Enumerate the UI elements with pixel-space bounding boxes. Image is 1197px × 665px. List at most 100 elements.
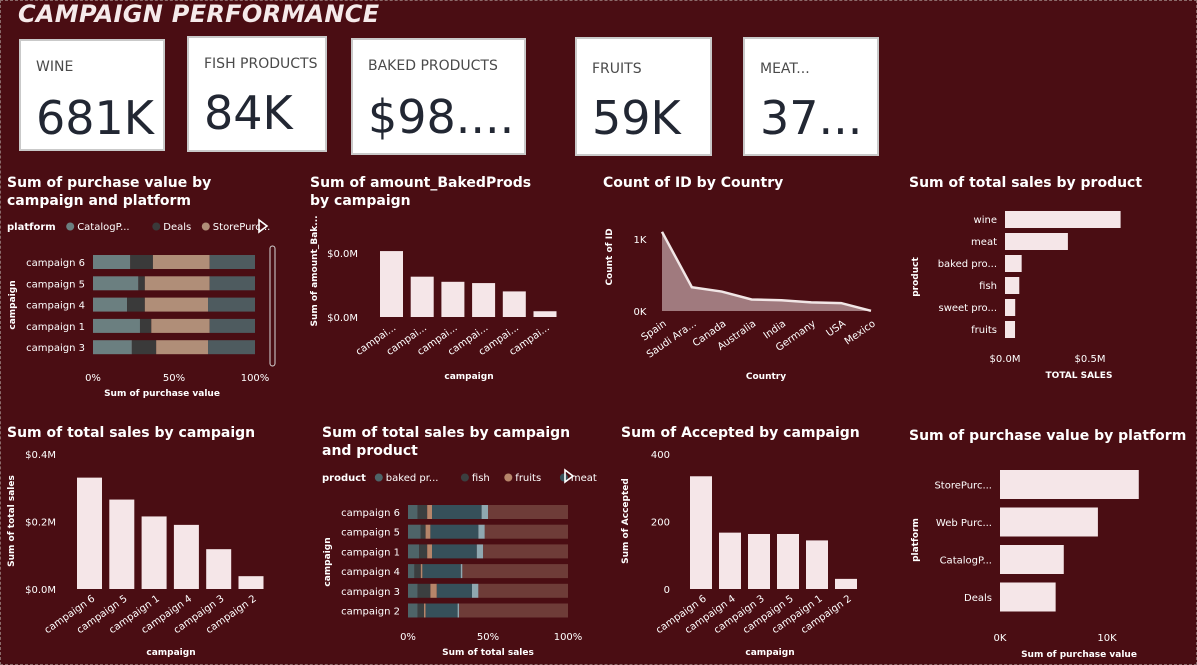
bar-segment[interactable] (427, 505, 432, 519)
bar[interactable] (1000, 470, 1139, 499)
bar[interactable] (835, 578, 857, 589)
bar-segment[interactable] (139, 318, 152, 333)
platform-legend-item[interactable]: CatalogP... (77, 222, 129, 233)
bar-segment[interactable] (425, 603, 458, 618)
bar-segment[interactable] (417, 505, 428, 519)
area-line[interactable] (660, 231, 872, 312)
bar-segment[interactable] (424, 603, 426, 618)
bar[interactable] (806, 540, 828, 589)
bar-segment[interactable] (472, 583, 479, 598)
bar-segment[interactable] (432, 544, 477, 559)
bar[interactable] (719, 532, 741, 589)
bar-segment[interactable] (151, 318, 210, 333)
bar[interactable] (748, 533, 770, 589)
bar-segment[interactable] (483, 544, 568, 559)
bar[interactable] (1000, 507, 1098, 537)
bar-segment[interactable] (476, 544, 484, 559)
bar[interactable] (238, 576, 264, 589)
bar-segment[interactable] (156, 340, 209, 355)
kpi-card-wine[interactable]: WINE 681K (19, 39, 165, 151)
bar-segment[interactable] (131, 340, 157, 355)
bar-segment[interactable] (408, 544, 420, 559)
bar-segment[interactable] (460, 564, 463, 579)
bar-segment[interactable] (93, 297, 128, 312)
bar-segment[interactable] (93, 276, 139, 291)
kpi-card-baked[interactable]: BAKED PRODUCTS $98.... (351, 38, 526, 155)
bar-segment[interactable] (144, 297, 209, 312)
bar-segment[interactable] (417, 583, 431, 598)
bar-segment[interactable] (430, 583, 437, 598)
bar-segment[interactable] (208, 297, 255, 312)
bar-segment[interactable] (152, 255, 210, 269)
legend-next-icon[interactable] (258, 218, 269, 234)
bar-segment[interactable] (209, 318, 255, 333)
bar[interactable] (1005, 299, 1016, 316)
bar[interactable] (380, 251, 403, 317)
bar[interactable] (1005, 211, 1121, 228)
bar-segment[interactable] (408, 505, 418, 519)
bar[interactable] (1005, 255, 1022, 272)
bar-segment[interactable] (459, 603, 568, 618)
bar-segment[interactable] (427, 544, 432, 559)
bar[interactable] (533, 311, 557, 317)
bar-segment[interactable] (420, 564, 423, 579)
bar[interactable] (1000, 582, 1056, 612)
platform-legend-item[interactable]: Deals (163, 222, 191, 233)
bar[interactable] (1005, 321, 1016, 338)
platform-legend-item[interactable]: StorePurc... (213, 222, 271, 233)
bar-segment[interactable] (130, 255, 153, 269)
bar-segment[interactable] (478, 524, 485, 539)
bar[interactable] (206, 549, 232, 589)
bar[interactable] (141, 516, 167, 589)
legend-next-icon[interactable] (564, 468, 575, 484)
bar-segment[interactable] (436, 583, 472, 598)
scrollbar[interactable] (269, 245, 276, 367)
bar-segment[interactable] (209, 255, 255, 269)
bar[interactable] (1005, 233, 1068, 250)
bar-segment[interactable] (481, 505, 488, 519)
bar-segment[interactable] (417, 603, 424, 618)
bar[interactable] (472, 283, 496, 317)
bar[interactable] (109, 499, 135, 589)
product-legend-item[interactable]: meat (571, 473, 597, 484)
bar-segment[interactable] (484, 524, 568, 539)
bar-segment[interactable] (208, 340, 255, 355)
bar-segment[interactable] (408, 524, 421, 539)
bar-segment[interactable] (478, 583, 568, 598)
kpi-card-meat[interactable]: MEAT... 37... (743, 37, 879, 156)
product-legend-item[interactable]: baked pr... (386, 473, 439, 484)
bar[interactable] (1005, 277, 1020, 294)
bar[interactable] (1000, 545, 1064, 574)
bar-segment[interactable] (425, 524, 431, 539)
bar-segment[interactable] (457, 603, 460, 618)
bar-segment[interactable] (422, 564, 461, 579)
bar-segment[interactable] (488, 505, 568, 519)
bar-segment[interactable] (419, 544, 428, 559)
bar-segment[interactable] (432, 505, 482, 519)
bar-segment[interactable] (93, 318, 140, 333)
bar-segment[interactable] (93, 255, 131, 269)
bar-segment[interactable] (127, 297, 145, 312)
kpi-card-fish[interactable]: FISH PRODUCTS 84K (187, 36, 327, 152)
bar-segment[interactable] (138, 276, 145, 291)
bar-segment[interactable] (408, 564, 415, 579)
product-legend-item[interactable]: fruits (515, 473, 541, 484)
bar[interactable] (441, 281, 465, 317)
bar-segment[interactable] (462, 564, 568, 579)
bar-segment[interactable] (93, 340, 132, 355)
bar-segment[interactable] (144, 276, 210, 291)
bar[interactable] (410, 276, 434, 317)
bar-segment[interactable] (430, 524, 479, 539)
bar-segment[interactable] (420, 524, 426, 539)
product-legend-item[interactable]: fish (472, 473, 490, 484)
bar-segment[interactable] (414, 564, 421, 579)
bar-segment[interactable] (408, 603, 418, 618)
bar[interactable] (173, 524, 199, 589)
bar[interactable] (502, 291, 526, 317)
bar-segment[interactable] (408, 583, 418, 598)
kpi-card-fruits[interactable]: FRUITS 59K (575, 37, 712, 156)
bar-segment[interactable] (209, 276, 255, 291)
bar[interactable] (690, 476, 712, 589)
bar[interactable] (777, 533, 799, 589)
bar[interactable] (77, 477, 102, 589)
